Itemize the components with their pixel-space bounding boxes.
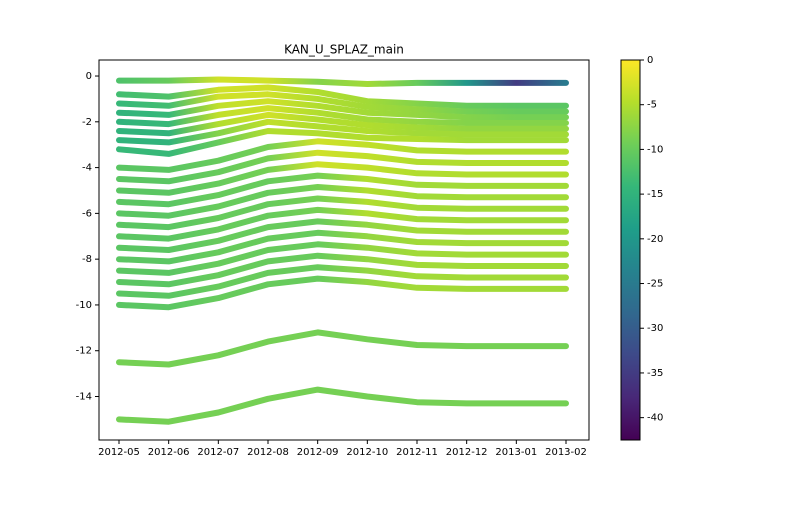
y-tick-label: -6 bbox=[82, 208, 92, 219]
depth-trace bbox=[116, 206, 569, 242]
x-tick-label: 2013-02 bbox=[545, 447, 587, 458]
depth-trace bbox=[116, 161, 569, 196]
depth-trace bbox=[116, 84, 569, 109]
x-tick-label: 2012-06 bbox=[148, 447, 190, 458]
depth-trace bbox=[116, 184, 569, 219]
colorbar-tick-label: -40 bbox=[647, 413, 663, 424]
x-tick-label: 2012-10 bbox=[346, 447, 388, 458]
colorbar-tick-label: -10 bbox=[647, 144, 663, 155]
depth-trace bbox=[116, 172, 569, 208]
depth-trace bbox=[116, 98, 569, 121]
x-tick-label: 2012-08 bbox=[247, 447, 289, 458]
colorbar-tick-label: -35 bbox=[647, 368, 663, 379]
depth-trace bbox=[116, 138, 569, 173]
y-tick-label: -4 bbox=[82, 163, 92, 174]
depth-trace bbox=[116, 76, 569, 87]
colorbar-tick-label: -5 bbox=[647, 100, 657, 111]
depth-trace bbox=[116, 229, 569, 265]
chart-title: KAN_U_SPLAZ_main bbox=[284, 43, 404, 57]
x-tick-label: 2012-12 bbox=[446, 447, 488, 458]
y-tick-label: -12 bbox=[76, 346, 92, 357]
depth-trace bbox=[116, 329, 569, 368]
x-tick-label: 2012-09 bbox=[297, 447, 339, 458]
depth-trace bbox=[116, 386, 569, 425]
depth-trace bbox=[116, 218, 569, 253]
x-tick-label: 2013-01 bbox=[495, 447, 537, 458]
y-tick-label: -2 bbox=[82, 117, 92, 128]
depth-trace bbox=[116, 252, 569, 288]
depth-trace bbox=[116, 149, 569, 185]
depth-trace bbox=[116, 128, 569, 157]
y-tick-label: -8 bbox=[82, 254, 92, 265]
x-tick-label: 2012-11 bbox=[396, 447, 438, 458]
depth-trace bbox=[116, 118, 569, 146]
y-tick-label: -14 bbox=[76, 392, 92, 403]
x-tick-label: 2012-07 bbox=[197, 447, 239, 458]
colorbar-tick-label: -15 bbox=[647, 189, 663, 200]
colorbar-tick-label: -25 bbox=[647, 279, 663, 290]
y-tick-label: 0 bbox=[86, 71, 92, 82]
depth-trace bbox=[116, 241, 569, 276]
y-tick-label: -10 bbox=[76, 300, 92, 311]
depth-trace bbox=[116, 91, 569, 115]
depth-trace bbox=[116, 105, 569, 128]
depth-trace bbox=[116, 275, 569, 311]
plot-frame bbox=[98, 59, 590, 441]
depth-trace bbox=[116, 111, 569, 137]
x-tick-label: 2012-05 bbox=[98, 447, 140, 458]
colorbar-tick-label: -20 bbox=[647, 234, 663, 245]
colorbar-tick-label: 0 bbox=[647, 55, 653, 66]
colorbar-tick-label: -30 bbox=[647, 323, 663, 334]
depth-trace bbox=[116, 195, 569, 231]
colorbar bbox=[620, 59, 641, 441]
depth-trace bbox=[116, 264, 569, 299]
